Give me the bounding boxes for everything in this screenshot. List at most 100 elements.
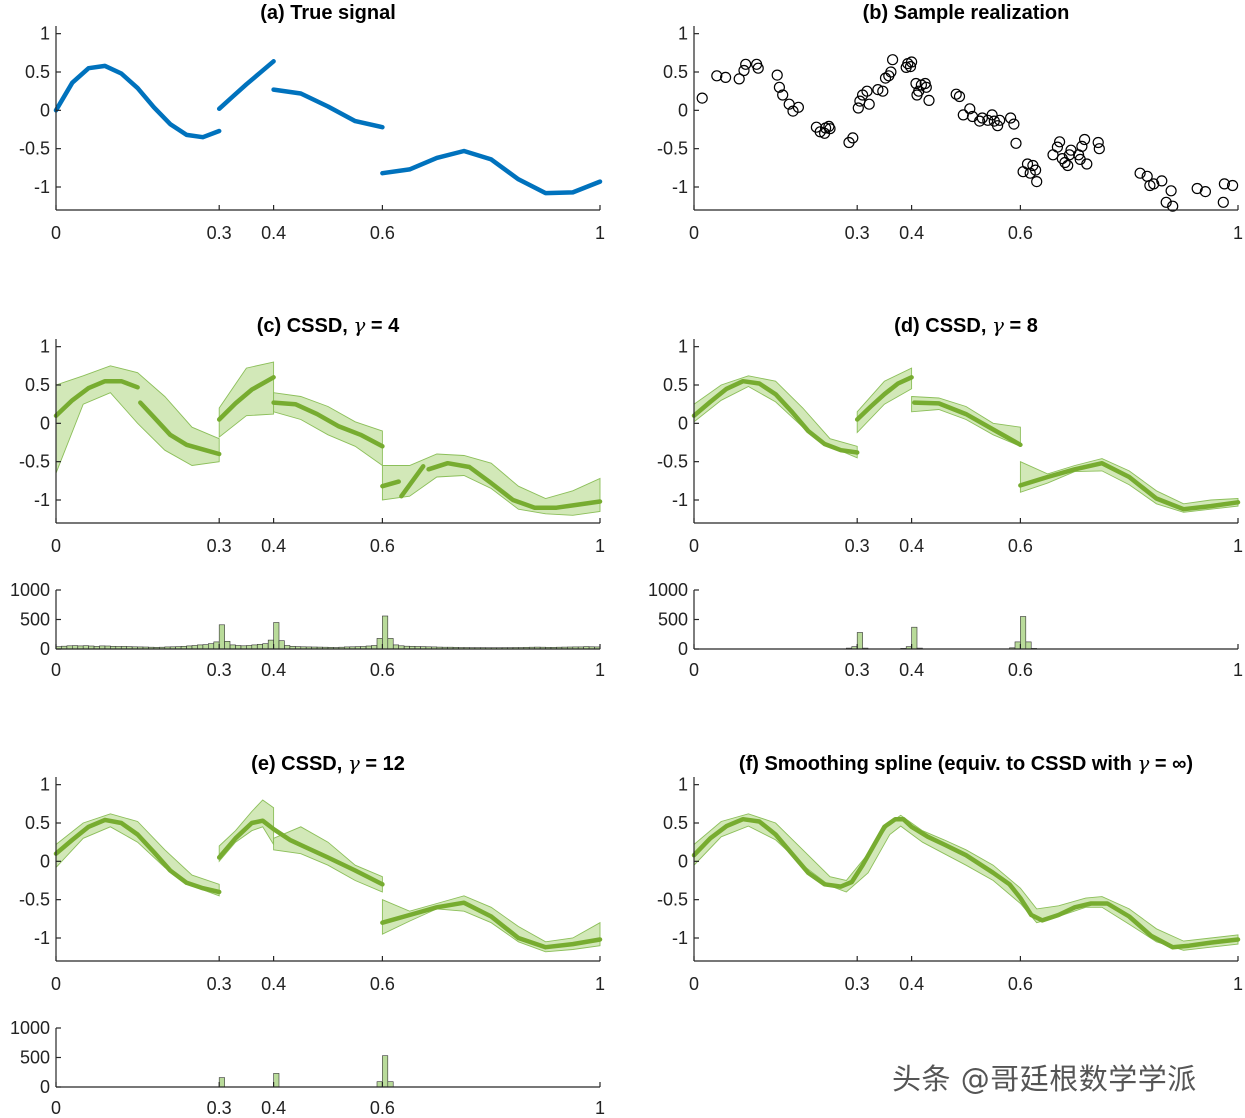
hist-x-tick-label: 0.6 <box>1008 660 1033 680</box>
hist-y-tick-label: 0 <box>678 639 688 659</box>
x-tick-label: 0.6 <box>370 536 395 556</box>
hist-bar <box>856 632 863 650</box>
x-tick-label: 0.6 <box>1008 974 1033 994</box>
panel-f-axes: 1 0.5 0 -0.5 -1 0 0.3 0.4 0.6 1 <box>657 775 1243 994</box>
data-point <box>1029 164 1042 176</box>
y-tick-label: 0 <box>678 851 688 871</box>
panel-c-hist: 1000 500 00 0.3 0.4 0.6 1 <box>10 580 605 680</box>
data-point <box>752 62 764 74</box>
panel-d-segment-0 <box>691 378 860 455</box>
data-point <box>1081 158 1093 170</box>
x-tick-label: 0 <box>689 223 699 243</box>
panel-d-segment-3 <box>1018 460 1241 512</box>
hist-bar <box>382 615 389 650</box>
x-tick-label: 0 <box>51 974 61 994</box>
data-point <box>973 115 986 127</box>
panel-f-title-suffix: = ∞) <box>1149 753 1193 775</box>
y-tick-label: 1 <box>678 24 688 44</box>
panel-b-axes: 1 0.5 0 -0.5 -1 0 0.3 0.4 0.6 1 <box>657 24 1243 243</box>
hist-bar <box>273 622 280 650</box>
data-point <box>696 92 708 104</box>
panel-a-segment-1 <box>216 59 276 112</box>
hist-bar <box>218 624 225 650</box>
y-tick-label: 0.5 <box>25 62 50 82</box>
data-point <box>885 66 897 78</box>
hist-x-tick-label: 0.3 <box>207 1098 232 1118</box>
y-tick-label: -1 <box>672 490 688 510</box>
data-point <box>1165 185 1177 197</box>
panel-c-segment-6 <box>426 460 603 510</box>
hist-y-tick-label: 500 <box>20 1048 50 1068</box>
panel-a-segment-0 <box>53 63 222 140</box>
panel-e-hist: 1000 500 00 0.3 0.4 0.6 1 <box>10 1018 605 1118</box>
x-tick-label: 1 <box>1233 536 1243 556</box>
data-point <box>976 112 988 124</box>
x-tick-label: 0 <box>51 223 61 243</box>
hist-x-tick-label: 0.6 <box>370 660 395 680</box>
y-tick-label: 0.5 <box>25 375 50 395</box>
data-point <box>771 69 783 81</box>
x-tick-label: 0.3 <box>845 223 870 243</box>
y-tick-label: 0.5 <box>663 62 688 82</box>
y-tick-label: 0 <box>40 851 50 871</box>
x-tick-label: 1 <box>595 223 605 243</box>
panel-a-plot <box>53 59 603 196</box>
panel-b: (b) Sample realization 1 0.5 0 -0.5 -1 0 0.3 0.… <box>657 2 1243 243</box>
data-point <box>905 56 918 68</box>
hist-x-tick-label: 0 <box>689 660 699 680</box>
data-point <box>1148 178 1160 190</box>
data-point <box>847 132 859 144</box>
data-point <box>861 85 873 97</box>
y-tick-label: 1 <box>40 337 50 357</box>
y-tick-label: 1 <box>678 775 688 795</box>
y-tick-label: -1 <box>672 928 688 948</box>
data-point <box>1226 179 1239 192</box>
hist-x-tick-label: 0 <box>51 660 61 680</box>
hist-y-tick-label: 1000 <box>10 1018 50 1038</box>
x-tick-label: 1 <box>595 974 605 994</box>
data-point <box>1160 196 1172 208</box>
data-point <box>1053 136 1066 148</box>
hist-bar <box>387 638 394 650</box>
y-tick-label: 1 <box>40 775 50 795</box>
hist-bar <box>213 641 220 650</box>
hist-y-tick-label: 500 <box>20 610 50 630</box>
panel-f-title: (f) Smoothing spline (equiv. to CSSD wit… <box>739 751 1193 775</box>
x-tick-label: 0.4 <box>261 974 286 994</box>
panel-f-title-gamma: γ <box>1137 751 1149 775</box>
data-point <box>1063 149 1076 161</box>
y-tick-label: -0.5 <box>19 139 50 159</box>
data-point <box>711 70 723 82</box>
data-point <box>991 120 1004 132</box>
x-tick-label: 0.4 <box>261 223 286 243</box>
data-point <box>1092 136 1104 149</box>
y-tick-label: -0.5 <box>657 139 688 159</box>
x-tick-label: 0 <box>689 974 699 994</box>
panel-b-title: (b) Sample realization <box>863 2 1070 24</box>
data-point <box>986 109 998 121</box>
panel-c-title-prefix: (c) CSSD, <box>257 315 354 337</box>
panel-d-band-3 <box>1019 458 1239 513</box>
panel-c-segment-4 <box>380 479 401 489</box>
panel-b-plot <box>696 54 1239 212</box>
y-tick-label: -1 <box>34 490 50 510</box>
x-tick-label: 0.3 <box>207 536 232 556</box>
panel-f-title-prefix: (f) Smoothing spline (equiv. to CSSD wit… <box>739 753 1138 775</box>
panel-e-plot <box>53 799 603 953</box>
panel-c-band-0 <box>55 365 220 474</box>
panel-e-segment-0 <box>53 817 222 895</box>
data-point <box>1218 178 1231 190</box>
y-tick-label: 1 <box>678 337 688 357</box>
x-tick-label: 0.3 <box>207 974 232 994</box>
data-point <box>950 88 962 100</box>
x-tick-label: 0.4 <box>899 536 924 556</box>
panel-d-hist: 1000 500 00 0.3 0.4 0.6 1 <box>648 580 1243 680</box>
panel-d-title-prefix: (d) CSSD, <box>894 315 992 337</box>
hist-bar <box>262 643 269 650</box>
data-point <box>1199 186 1212 198</box>
panel-a-axes: 1 0.5 0 -0.5 -1 0 0.3 0.4 0.6 1 <box>19 24 605 243</box>
x-tick-label: 0.4 <box>261 536 286 556</box>
data-point <box>1010 137 1022 149</box>
data-point <box>883 70 895 82</box>
